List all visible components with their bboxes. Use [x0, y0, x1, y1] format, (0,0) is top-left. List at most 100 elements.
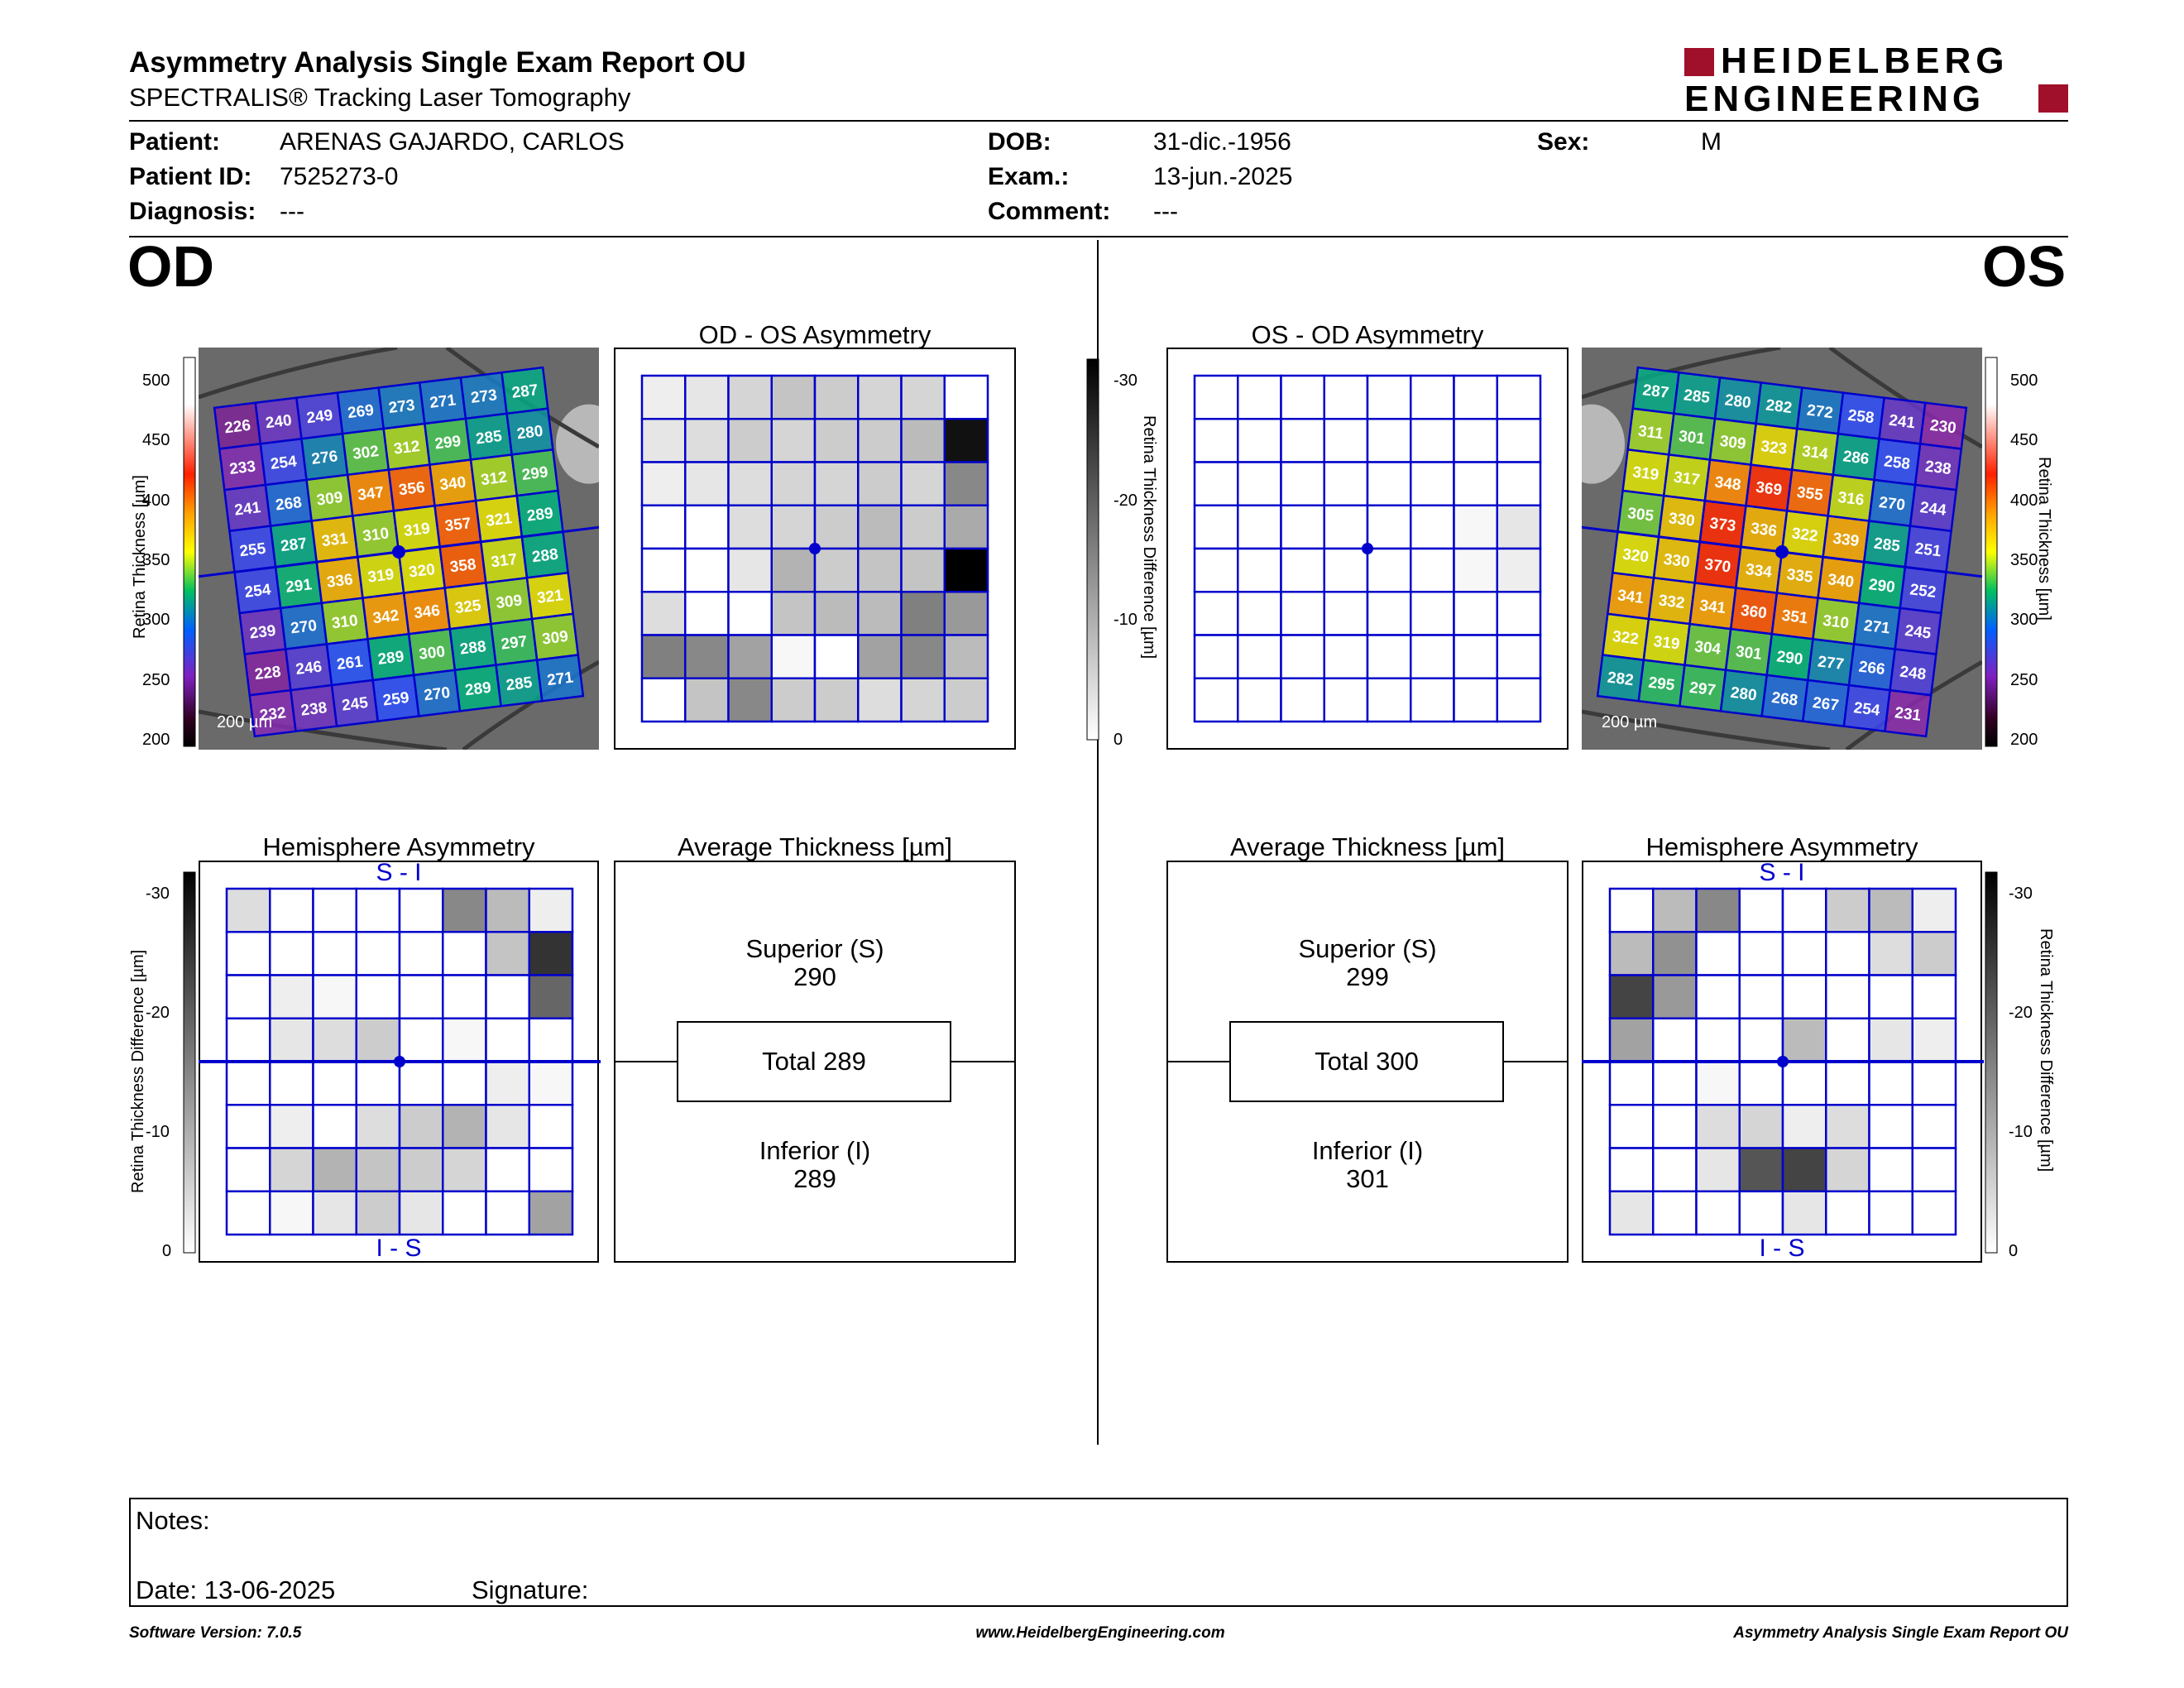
- od-hemi-cell: [485, 1060, 530, 1106]
- report-title: Asymmetry Analysis Single Exam Report OU: [129, 46, 746, 79]
- od-fundus-value: 291: [285, 576, 313, 597]
- od-hemi-cell: [269, 887, 314, 933]
- os-fundus-value: 309: [1719, 433, 1747, 453]
- os-hemi-cell: [1911, 1104, 1957, 1149]
- od-hemi-cell: [528, 931, 574, 976]
- od-asym-cell: [684, 634, 730, 679]
- os-superior-label: Superior (S): [1298, 934, 1437, 963]
- od-hemi-cell: [398, 1060, 444, 1106]
- od-fundus-value: 232: [259, 704, 287, 725]
- os-inferior-value: 301: [1346, 1164, 1389, 1193]
- os-hemi-cell: [1781, 1017, 1827, 1063]
- os-hemi-cell: [1868, 1104, 1913, 1149]
- os-hemi-diff-colorbar: [1985, 871, 1998, 1254]
- od-fundus-cell: [535, 654, 585, 703]
- od-hemi-title: Hemisphere Asymmetry: [262, 832, 535, 861]
- footer-software-version: Software Version: 7.0.5: [129, 1624, 302, 1642]
- od-hemi-bottom-label: I - S: [376, 1235, 422, 1262]
- od-total-box: Total 289: [677, 1021, 951, 1102]
- od-asym-fovea-dot: [809, 543, 821, 554]
- od-fundus-value: 285: [505, 674, 534, 695]
- od-avg-title: Average Thickness [µm]: [677, 832, 953, 861]
- os-th-tick-350: 350: [2010, 551, 2038, 569]
- os-fundus-value: 317: [1673, 468, 1701, 489]
- os-fundus-value: 258: [1883, 453, 1911, 473]
- os-hemi-axis-label: Retina Thickness Difference [µm]: [2037, 928, 2055, 1172]
- od-asym-cell: [684, 504, 730, 550]
- os-asym-cell: [1193, 591, 1239, 636]
- od-asym-cell: [813, 504, 860, 550]
- od-asym-cell: [770, 504, 817, 550]
- os-asym-cell: [1496, 547, 1542, 593]
- sex-label: Sex:: [1537, 128, 1590, 156]
- os-fundus-value: 330: [1663, 551, 1691, 572]
- os-hemi-cell: [1652, 1104, 1698, 1149]
- od-fundus-value: 241: [233, 499, 261, 520]
- os-asym-fovea-dot: [1362, 543, 1373, 554]
- od-asym-cell: [684, 677, 730, 723]
- od-fundus-value: 280: [516, 423, 544, 444]
- os-hemi-cell: [1781, 974, 1827, 1019]
- od-asym-cell: [640, 418, 687, 463]
- os-fundus-value: 360: [1740, 602, 1768, 623]
- od-asym-cell: [900, 374, 946, 420]
- od-fundus-value: 269: [347, 401, 375, 422]
- footer-website[interactable]: www.HeidelbergEngineering.com: [975, 1624, 1225, 1642]
- od-asym-cell: [770, 677, 817, 723]
- od-fundus-value: 268: [275, 494, 303, 515]
- od-fundus-optic-disc: [556, 404, 599, 484]
- od-inferior-value: 289: [793, 1164, 836, 1193]
- od-asym-cell: [943, 461, 989, 506]
- os-hemi-cell: [1738, 887, 1784, 933]
- os-fundus-value: 295: [1647, 674, 1675, 695]
- os-thickness-axis-label: Retina Thickness [µm]: [2035, 457, 2053, 621]
- patient-label: Patient:: [129, 128, 221, 156]
- os-hemi-cell: [1695, 1104, 1741, 1149]
- od-scale-bar: 200 µm: [217, 713, 273, 731]
- os-hemi-tick-10: -10: [2009, 1123, 2033, 1141]
- od-fundus-value: 288: [459, 638, 487, 659]
- os-avg-title: Average Thickness [µm]: [1229, 832, 1506, 861]
- os-hemi-cell: [1868, 1060, 1913, 1106]
- os-fundus-cell: [1884, 688, 1933, 738]
- os-asym-cell: [1280, 504, 1325, 550]
- od-asym-cell: [943, 591, 989, 636]
- od-hemi-cell: [442, 931, 487, 976]
- os-fundus-value: 285: [1683, 386, 1711, 407]
- logo-line1: HEIDELBERG: [1721, 41, 2009, 81]
- od-hemi-axis-label: Retina Thickness Difference [µm]: [129, 949, 147, 1193]
- od-hemi-cell: [225, 931, 271, 976]
- od-hemi-cell: [312, 887, 357, 933]
- os-hemi-cell: [1868, 1147, 1913, 1192]
- od-hemi-tick-20: -20: [146, 1004, 170, 1022]
- od-asym-cell: [857, 461, 903, 506]
- od-asym-cell: [770, 418, 817, 463]
- od-fundus-value: 238: [299, 699, 328, 720]
- od-asym-cell: [857, 374, 903, 420]
- os-asym-cell: [1323, 461, 1369, 506]
- os-hemi-cell: [1825, 1147, 1870, 1192]
- os-th-tick-200: 200: [2010, 731, 2038, 749]
- os-asym-cell: [1323, 504, 1369, 550]
- od-fundus-value: 302: [352, 443, 380, 463]
- od-asym-cell: [640, 677, 687, 723]
- os-fundus-value: 314: [1801, 443, 1829, 463]
- od-fundus-value: 309: [541, 628, 569, 649]
- od-thickness-axis-label: Retina Thickness [µm]: [131, 475, 149, 639]
- od-asym-cell: [727, 634, 773, 679]
- od-hemi-cell: [528, 1104, 574, 1149]
- od-asym-cell: [813, 677, 860, 723]
- od-fundus-value: 226: [223, 417, 251, 438]
- od-hemi-cell: [225, 1190, 271, 1236]
- od-fundus-value: 342: [371, 607, 400, 628]
- os-hemi-cell: [1825, 974, 1870, 1019]
- os-asym-cell: [1453, 634, 1498, 679]
- os-fundus-value: 282: [1765, 396, 1793, 417]
- os-fundus-value: 241: [1888, 412, 1916, 433]
- os-fundus-value: 304: [1693, 638, 1722, 659]
- os-hemi-cell: [1911, 887, 1957, 933]
- od-hemi-cell: [442, 887, 487, 933]
- od-th-tick-300: 300: [142, 611, 170, 629]
- os-hemi-cell: [1911, 1147, 1957, 1192]
- od-fundus-value: 297: [500, 633, 528, 654]
